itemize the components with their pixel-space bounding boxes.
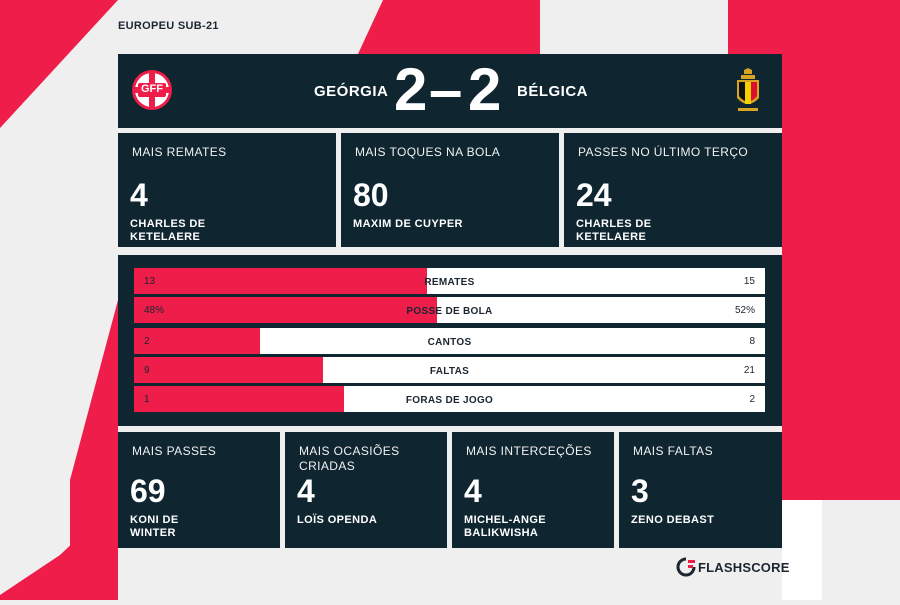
stat-value: 69 xyxy=(130,473,166,509)
comparison-panel: 13 REMATES 15 48% POSSE DE BOLA 52% 2 CA… xyxy=(118,255,782,426)
gff-crest-text: GFF xyxy=(141,83,163,95)
stat-name: CANTOS xyxy=(427,337,472,348)
stat-player: KONI DE WINTER xyxy=(130,514,179,539)
stat-card-most-shots: MAIS REMATES 4 CHARLES DE KETELAERE xyxy=(118,133,336,247)
home-value: 13 xyxy=(144,276,156,287)
home-value: 9 xyxy=(144,365,150,376)
stat-card-most-fouls: MAIS FALTAS 3 ZENO DEBAST xyxy=(619,432,782,548)
stat-card-most-touches: MAIS TOQUES NA BOLA 80 MAXIM DE CUYPER xyxy=(341,133,559,247)
home-share-bar xyxy=(134,268,427,294)
comparison-row-possession: 48% POSSE DE BOLA 52% xyxy=(134,297,765,323)
stat-label: MAIS PASSES xyxy=(132,444,217,458)
stat-label: MAIS OCASIÕES CRIADAS xyxy=(299,444,400,473)
away-score: 2 xyxy=(468,56,502,123)
stat-player: ZENO DEBAST xyxy=(631,514,715,526)
home-value: 48% xyxy=(144,305,165,316)
away-value: 21 xyxy=(743,365,755,376)
stat-label: MAIS FALTAS xyxy=(633,444,713,458)
away-value: 52% xyxy=(734,305,755,316)
stat-card-chances-created: MAIS OCASIÕES CRIADAS 4 LOÏS OPENDA xyxy=(285,432,447,548)
score-separator: – xyxy=(429,56,463,123)
stat-player: CHARLES DE KETELAERE xyxy=(130,218,206,243)
comparison-row-fouls: 9 FALTAS 21 xyxy=(134,357,765,383)
home-share-bar xyxy=(134,297,437,323)
flashscore-logo-icon xyxy=(676,557,696,577)
brand-name: FLASHSCORE xyxy=(698,560,790,575)
stat-value: 4 xyxy=(464,473,482,509)
stat-player: MAXIM DE CUYPER xyxy=(353,218,463,230)
stat-name: FALTAS xyxy=(429,366,470,377)
stat-name: FORAS DE JOGO xyxy=(405,395,494,406)
stat-value: 4 xyxy=(130,177,148,213)
away-value: 15 xyxy=(743,276,755,287)
stat-label: MAIS INTERCEÇÕES xyxy=(466,444,592,458)
stat-card-most-passes: MAIS PASSES 69 KONI DE WINTER xyxy=(118,432,280,548)
stat-value: 3 xyxy=(631,473,649,509)
stat-value: 4 xyxy=(297,473,315,509)
comparison-row-offsides: 1 FORAS DE JOGO 2 xyxy=(134,386,765,412)
home-score: 2 xyxy=(394,56,428,123)
stat-card-final-third-passes: PASSES NO ÚLTIMO TERÇO 24 CHARLES DE KETE… xyxy=(564,133,782,247)
home-share-bar xyxy=(134,357,324,383)
stat-label: MAIS TOQUES NA BOLA xyxy=(355,145,501,159)
competition-title: EUROPEU SUB-21 xyxy=(118,20,219,32)
stat-name: POSSE DE BOLA xyxy=(406,306,493,317)
stat-player: LOÏS OPENDA xyxy=(297,514,378,526)
home-share-bar xyxy=(134,386,345,412)
stat-player: MICHEL-ANGE BALIKWISHA xyxy=(464,514,547,539)
away-value: 2 xyxy=(749,394,755,405)
scoreboard-header: GFF GEÓRGIA 2 – 2 BÉLGICA xyxy=(118,54,782,128)
away-team-name: BÉLGICA xyxy=(517,83,588,100)
comparison-row-corners: 2 CANTOS 8 xyxy=(134,328,765,354)
away-value: 8 xyxy=(749,336,755,347)
gff-crest-icon: GFF xyxy=(130,68,174,117)
stat-card-interceptions: MAIS INTERCEÇÕES 4 MICHEL-ANGE BALIKWISHA xyxy=(452,432,614,548)
home-value: 1 xyxy=(144,394,150,405)
stat-name: REMATES xyxy=(424,277,475,288)
home-share-bar xyxy=(134,328,261,354)
home-team-name: GEÓRGIA xyxy=(314,83,389,100)
stat-value: 24 xyxy=(576,177,612,213)
stat-label: PASSES NO ÚLTIMO TERÇO xyxy=(578,145,749,159)
belgium-crest-icon xyxy=(734,68,762,119)
comparison-row-shots: 13 REMATES 15 xyxy=(134,268,765,294)
stat-value: 80 xyxy=(353,177,389,213)
stat-label: MAIS REMATES xyxy=(132,145,227,159)
home-value: 2 xyxy=(144,336,150,347)
stat-player: CHARLES DE KETELAERE xyxy=(576,218,652,243)
